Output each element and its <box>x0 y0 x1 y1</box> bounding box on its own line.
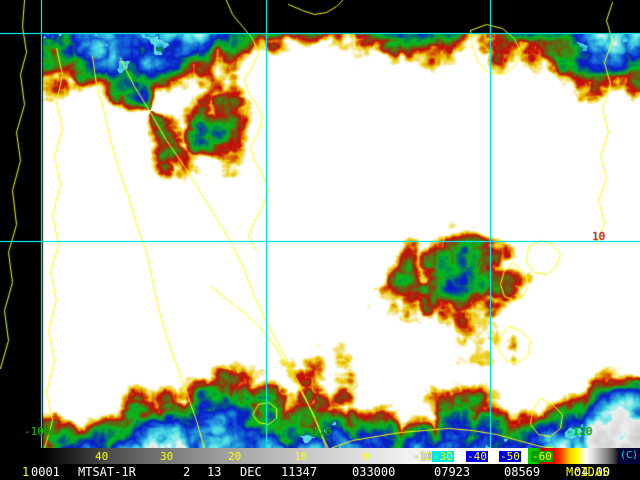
month-name: DEC <box>240 465 262 479</box>
colorbar-tick-m40: -40 <box>466 450 488 463</box>
element-coordinate: 08569 <box>504 465 541 479</box>
graticule-line-vertical <box>41 0 42 448</box>
julian-date: 11347 <box>281 465 318 479</box>
satellite-name: MTSAT-1R <box>78 465 136 479</box>
graticule-line-vertical <box>266 0 267 448</box>
colorbar-tick-0: 0 <box>363 450 370 463</box>
frame-number: 0001 <box>31 465 60 479</box>
colorbar-tick-m10: -10 <box>413 450 433 463</box>
longitude-label: -100 <box>24 425 51 438</box>
colorbar-tick-10: 10 <box>294 450 308 463</box>
satellite-image-area[interactable]: -100 -110 -120 10 <box>0 0 640 448</box>
colorbar-tick-20: 20 <box>228 450 242 463</box>
status-line: 1 0001 MTSAT-1R 2 13 DEC 11347 033000 07… <box>0 464 640 480</box>
colorbar-grayscale-ramp <box>0 448 528 464</box>
satellite-ir-canvas[interactable] <box>0 0 640 448</box>
mcidas-brand-label: McIDAS <box>566 465 610 479</box>
colorbar-tick-30: 30 <box>160 450 174 463</box>
graticule-line-horizontal <box>0 33 640 34</box>
resolution-value: 04.00 <box>574 465 611 479</box>
colorbar-tick-m50: -50 <box>499 450 521 463</box>
latitude-label: 10 <box>592 230 606 243</box>
frame-prefix-indicator: 1 <box>22 465 30 479</box>
band-number: 2 <box>183 465 191 479</box>
longitude-label: -110 <box>305 425 332 438</box>
longitude-label: -120 <box>566 425 593 438</box>
graticule-line-horizontal <box>0 241 640 242</box>
colorbar-unit-box <box>618 448 640 464</box>
colorbar-tick-m60: -60 <box>531 450 553 463</box>
day-of-month: 13 <box>207 465 222 479</box>
colorbar-tick-40: 40 <box>95 450 109 463</box>
temperature-colorbar[interactable]: (C) 40 30 20 10 0 -10 -20 -30 -40 -50 -6… <box>0 448 640 464</box>
colorbar-unit-label: (C) <box>620 450 639 461</box>
image-time: 033000 <box>352 465 396 479</box>
colorbar-tick-m30: -30 <box>432 450 454 463</box>
line-coordinate: 07923 <box>434 465 471 479</box>
graticule-line-vertical <box>490 0 491 448</box>
